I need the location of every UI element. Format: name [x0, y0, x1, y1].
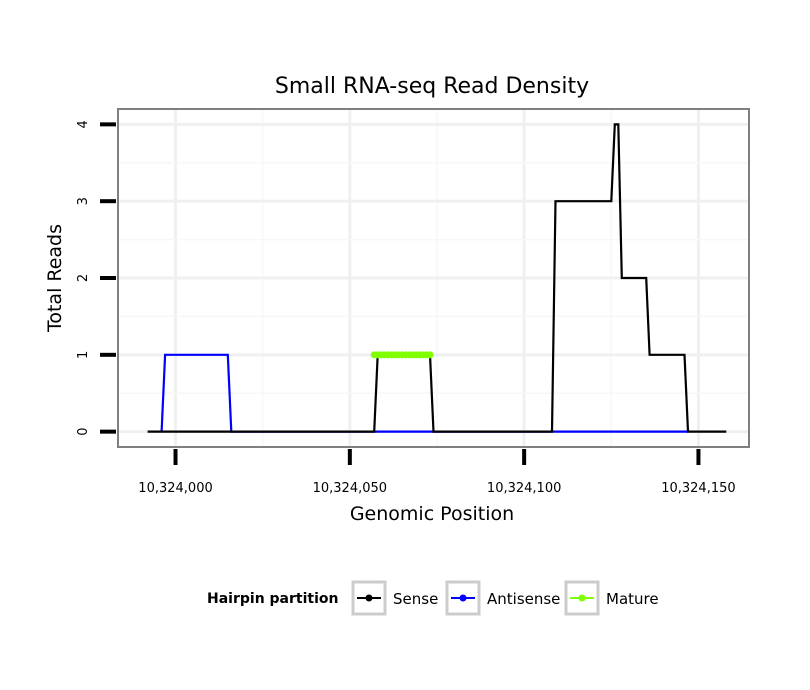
legend-item-antisense: Antisense: [445, 580, 560, 616]
legend-label-sense: Sense: [393, 590, 438, 608]
x-tick-label: 10,324,050: [313, 481, 387, 496]
legend-label-mature: Mature: [606, 590, 659, 608]
y-tick-label: 0: [76, 427, 91, 435]
series-mature: [370, 351, 434, 359]
series-antisense: [160, 353, 688, 433]
legend-items: Sense Antisense Mature: [351, 580, 659, 616]
data-point-mature: [426, 351, 434, 359]
x-tick-label: 10,324,000: [138, 481, 212, 496]
legend-label-antisense: Antisense: [487, 590, 560, 608]
y-tick-label: 4: [76, 120, 91, 128]
series-line-antisense: [160, 353, 688, 433]
legend-item-mature: Mature: [564, 580, 659, 616]
chart-title: Small RNA-seq Read Density: [275, 74, 589, 99]
legend-item-sense: Sense: [351, 580, 438, 616]
x-axis: 10,324,000 10,324,050 10,324,100 10,324,150: [138, 449, 736, 496]
y-tick-label: 3: [76, 197, 91, 205]
legend-key-point: [365, 594, 373, 602]
y-axis-title: Total Reads: [44, 224, 66, 333]
x-tick-label: 10,324,100: [487, 481, 561, 496]
legend-key-point: [578, 594, 586, 602]
legend: Hairpin partition Sense Antisense Mature: [207, 580, 659, 616]
y-axis: 0 1 2 3 4: [76, 120, 116, 436]
series-layer: [147, 123, 727, 433]
legend-key-point: [459, 594, 467, 602]
legend-title: Hairpin partition: [207, 591, 338, 607]
gridlines: [118, 109, 749, 447]
x-axis-title: Genomic Position: [350, 503, 514, 525]
y-tick-label: 1: [76, 351, 91, 359]
x-tick-label: 10,324,150: [661, 481, 735, 496]
y-tick-label: 2: [76, 274, 91, 282]
plot-border: [117, 108, 750, 448]
